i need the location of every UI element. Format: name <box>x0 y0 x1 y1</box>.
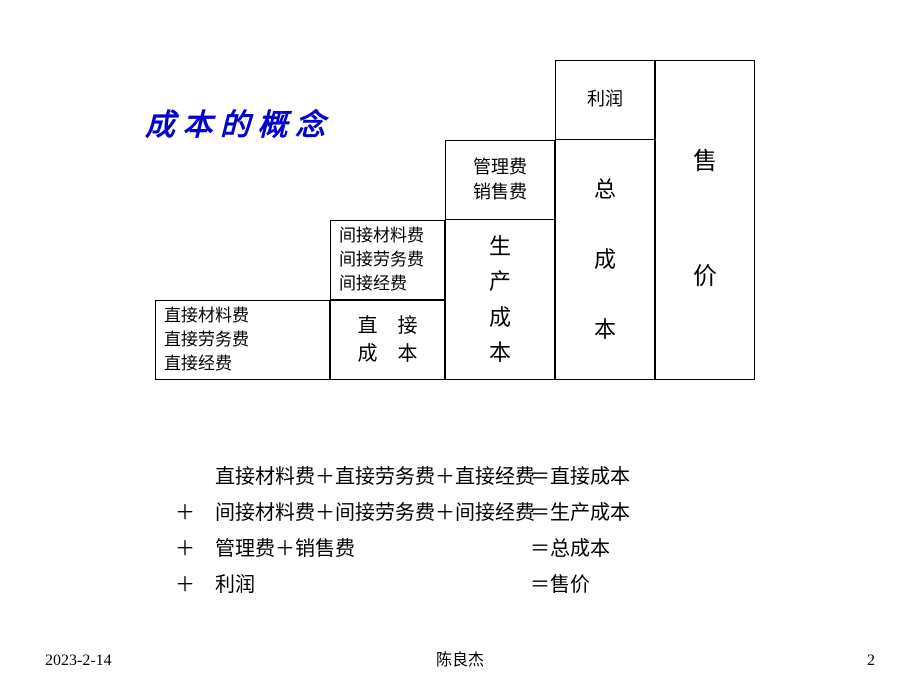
eq-lhs-1: 间接材料费＋间接劳务费＋间接经费 <box>215 496 535 525</box>
eq-rhs-2: ＝总成本 <box>530 532 610 561</box>
box-total-cost: 总 成 本 <box>555 140 655 380</box>
box-profit: 利润 <box>555 60 655 140</box>
box-direct-cost-label: 直 接 成 本 <box>358 312 418 368</box>
box-total-cost-label: 总 成 本 <box>594 172 616 348</box>
box-selling-price: 售 价 <box>655 60 755 380</box>
eq-lhs-0: 直接材料费＋直接劳务费＋直接经费 <box>215 460 535 489</box>
box-indirect: 间接材料费 间接劳务费 间接经费 <box>330 220 445 300</box>
eq-lhs-3: 利润 <box>215 568 255 597</box>
box-direct-list-label: 直接材料费 直接劳务费 直接经费 <box>164 304 249 375</box>
dashed-3 <box>655 62 656 378</box>
box-admin-sales: 管理费 销售费 <box>445 140 555 220</box>
footer-date: 2023-2-14 <box>45 652 112 670</box>
box-indirect-label: 间接材料费 间接劳务费 间接经费 <box>339 224 424 295</box>
box-direct-list: 直接材料费 直接劳务费 直接经费 <box>155 300 330 380</box>
slide-title: 成 本 的 概 念 <box>145 100 325 144</box>
box-production-cost: 生 产 成 本 <box>445 220 555 380</box>
eq-rhs-1: ＝生产成本 <box>530 496 630 525</box>
eq-plus-2: ＋ <box>175 532 195 561</box>
eq-plus-3: ＋ <box>175 568 195 597</box>
eq-rhs-0: ＝直接成本 <box>530 460 630 489</box>
box-production-cost-label: 生 产 成 本 <box>489 229 511 370</box>
eq-plus-1: ＋ <box>175 496 195 525</box>
box-selling-price-label: 售 价 <box>693 143 717 297</box>
dashed-2 <box>555 142 556 378</box>
box-profit-label: 利润 <box>587 87 623 112</box>
footer-author: 陈良杰 <box>436 646 484 670</box>
box-direct-cost: 直 接 成 本 <box>330 300 445 380</box>
dashed-1 <box>330 302 331 378</box>
box-admin-sales-label: 管理费 销售费 <box>473 155 527 205</box>
footer-page: 2 <box>867 652 875 670</box>
eq-rhs-3: ＝售价 <box>530 568 590 597</box>
eq-lhs-2: 管理费＋销售费 <box>215 532 355 561</box>
